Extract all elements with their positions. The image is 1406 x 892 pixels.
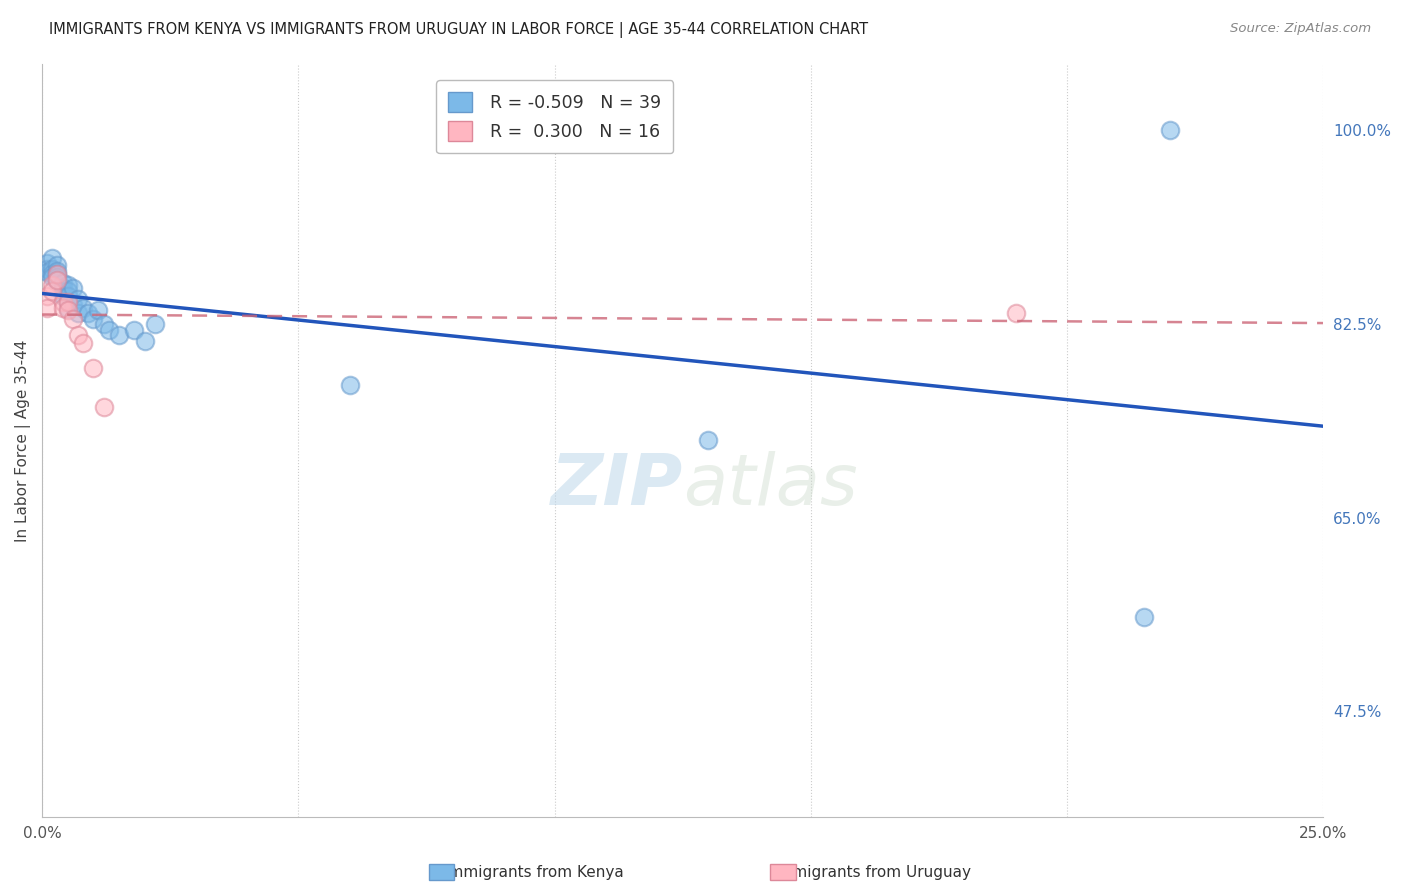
- Point: [56, 302, 79, 317]
- Point: [37, 301, 59, 315]
- Point: [41, 251, 63, 265]
- Point: [1004, 306, 1026, 320]
- Point: [52, 276, 75, 290]
- Point: [339, 378, 361, 392]
- Point: [62, 311, 84, 326]
- Point: [93, 400, 115, 414]
- Point: [93, 317, 115, 331]
- Point: [52, 280, 75, 294]
- Point: [82, 361, 104, 376]
- Text: Immigrants from Kenya: Immigrants from Kenya: [444, 865, 624, 880]
- Point: [97, 323, 120, 337]
- Point: [46, 269, 69, 284]
- Y-axis label: In Labor Force | Age 35-44: In Labor Force | Age 35-44: [15, 339, 31, 541]
- Point: [52, 284, 75, 298]
- Text: ZIP: ZIP: [550, 451, 683, 520]
- Point: [1159, 123, 1181, 137]
- Point: [1133, 610, 1156, 624]
- Point: [41, 269, 63, 284]
- Point: [134, 334, 156, 348]
- Point: [56, 295, 79, 310]
- Point: [37, 289, 59, 303]
- Text: atlas: atlas: [683, 451, 858, 520]
- Point: [56, 301, 79, 315]
- Text: IMMIGRANTS FROM KENYA VS IMMIGRANTS FROM URUGUAY IN LABOR FORCE | AGE 35-44 CORR: IMMIGRANTS FROM KENYA VS IMMIGRANTS FROM…: [49, 22, 869, 38]
- Point: [72, 335, 94, 350]
- Point: [52, 289, 75, 303]
- Point: [56, 295, 79, 310]
- Point: [124, 323, 146, 337]
- Text: Source: ZipAtlas.com: Source: ZipAtlas.com: [1230, 22, 1371, 36]
- Point: [108, 328, 131, 343]
- Point: [66, 292, 89, 306]
- Point: [46, 264, 69, 278]
- Point: [52, 301, 75, 315]
- Point: [37, 261, 59, 276]
- Point: [56, 278, 79, 293]
- Point: [46, 268, 69, 282]
- Point: [66, 306, 89, 320]
- Point: [46, 268, 69, 282]
- Point: [143, 317, 166, 331]
- Point: [62, 298, 84, 312]
- Legend: R = -0.509   N = 39, R =  0.300   N = 16: R = -0.509 N = 39, R = 0.300 N = 16: [436, 80, 673, 153]
- Point: [87, 302, 110, 317]
- Point: [77, 306, 100, 320]
- Point: [62, 280, 84, 294]
- Point: [37, 265, 59, 279]
- Point: [41, 284, 63, 298]
- Point: [41, 261, 63, 276]
- Point: [52, 295, 75, 310]
- Point: [41, 278, 63, 293]
- Point: [56, 289, 79, 303]
- Point: [72, 301, 94, 315]
- Point: [41, 268, 63, 282]
- Point: [66, 328, 89, 343]
- Text: Immigrants from Uruguay: Immigrants from Uruguay: [773, 865, 970, 880]
- Point: [56, 284, 79, 298]
- Point: [37, 256, 59, 270]
- Point: [46, 259, 69, 273]
- Point: [697, 434, 720, 448]
- Point: [46, 273, 69, 287]
- Point: [46, 273, 69, 287]
- Point: [82, 311, 104, 326]
